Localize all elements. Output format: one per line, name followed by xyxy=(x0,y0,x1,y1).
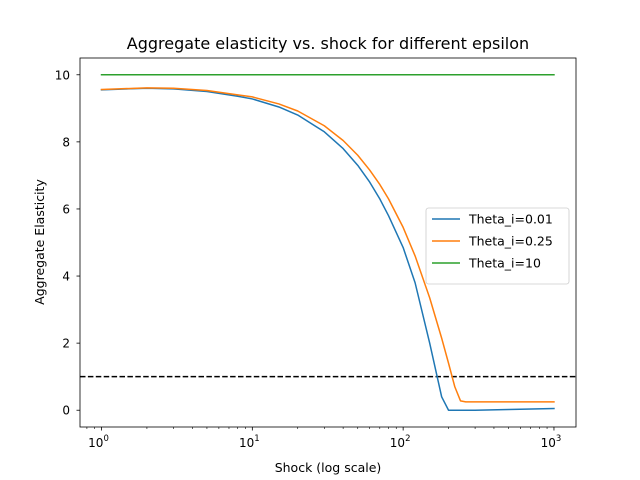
legend-box xyxy=(425,207,570,285)
y-tick-label: 10 xyxy=(55,68,70,82)
x-tick-label: 101 xyxy=(239,434,260,450)
x-tick-label: 102 xyxy=(390,434,411,450)
legend-label-1: Theta_i=0.01 xyxy=(468,212,553,227)
series-line-2 xyxy=(100,87,555,403)
legend: Theta_i=0.01 Theta_i=0.25 Theta_i=10 xyxy=(425,207,570,285)
x-tick-base: 10 xyxy=(541,436,556,450)
y-tick-label: 4 xyxy=(62,270,70,284)
y-tick-label: 8 xyxy=(62,135,70,149)
y-tick-label: 0 xyxy=(62,404,70,418)
x-tick-base: 10 xyxy=(88,436,103,450)
chart-title: Aggregate elasticity vs. shock for diffe… xyxy=(127,34,529,53)
x-tick-base: 10 xyxy=(239,436,254,450)
y-axis-ticks: 0 2 4 6 8 10 xyxy=(55,68,80,418)
x-tick-exponent: 0 xyxy=(103,434,108,444)
x-axis-ticks: 100 101 102 103 xyxy=(86,427,562,450)
legend-label-2: Theta_i=0.25 xyxy=(468,234,553,249)
series-group xyxy=(80,74,576,411)
y-axis-label: Aggregate Elasticity xyxy=(32,179,47,305)
plot-area xyxy=(79,57,577,428)
y-tick-label: 2 xyxy=(62,337,70,351)
x-tick-base: 10 xyxy=(390,436,405,450)
axes-frame xyxy=(79,57,577,428)
legend-label-3: Theta_i=10 xyxy=(468,256,541,271)
x-tick-exponent: 2 xyxy=(405,434,410,444)
x-tick-exponent: 3 xyxy=(556,434,561,444)
x-axis-label: Shock (log scale) xyxy=(275,460,382,475)
x-tick-label: 103 xyxy=(541,434,562,450)
x-tick-label: 100 xyxy=(88,434,109,450)
x-tick-exponent: 1 xyxy=(254,434,259,444)
y-tick-label: 6 xyxy=(62,202,70,216)
series-line-1 xyxy=(100,87,555,411)
